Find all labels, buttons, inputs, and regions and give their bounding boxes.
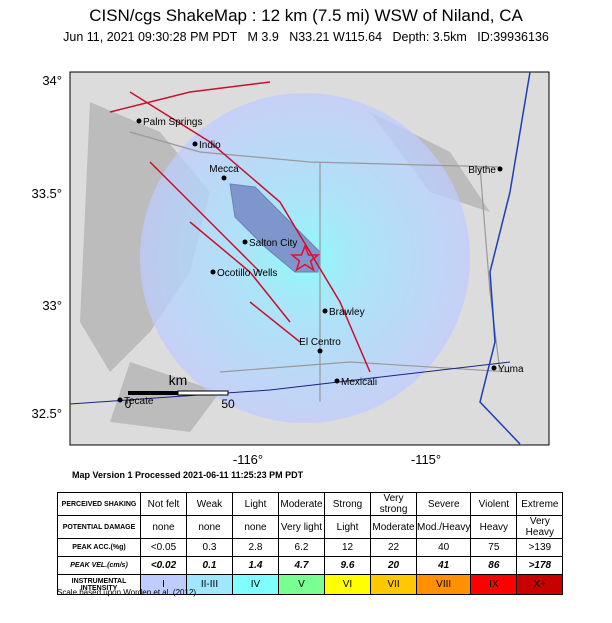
row-header: PERCEIVED SHAKING [57,492,141,516]
cell: 0.3 [186,538,233,557]
cell: none [232,515,279,539]
scale-tick: 0 [125,397,132,411]
city-dot [242,239,248,245]
cell: 9.6 [324,556,371,575]
cell: 86 [470,556,518,575]
intensity-table: PERCEIVED SHAKING Not felt Weak Light Modera… [57,492,564,595]
cell: IX [470,574,518,595]
city-label: Salton City [249,238,297,249]
cell: 12 [324,538,371,557]
cell: 20 [370,556,417,575]
city-label: Brawley [329,307,365,318]
cell: Moderate [370,515,417,539]
cell: 40 [415,538,472,557]
cell: Severe [415,492,472,516]
cell: none [186,515,233,539]
scale-tick: 50 [221,397,235,411]
cell: Light [324,515,371,539]
map: Palm Springs Indio Mecca Blythe Salton City O… [31,71,550,467]
cell: 41 [415,556,472,575]
city-label: Yuma [498,364,524,375]
cell: VII [370,574,417,595]
faults [109,81,371,373]
table-row: PEAK VEL.(cm/s) <0.02 0.1 1.4 4.7 9.6 20 41 86 >1… [57,556,564,575]
table-row: PERCEIVED SHAKING Not felt Weak Light Modera… [57,492,564,516]
scale-bar: km 0 50 [125,372,235,411]
cell: 75 [470,538,518,557]
city-label: Ocotillo Wells [217,268,277,279]
city-label: Tecate [124,396,154,407]
cell: Extreme [516,492,564,516]
cell: Heavy [470,515,518,539]
cell: Weak [186,492,233,516]
city-dot [117,397,123,403]
cell: VIII [415,574,472,595]
table-row: POTENTIAL DAMAGE none none none Very light Li… [57,515,564,539]
city-dot [136,118,142,124]
city-dot [497,166,503,172]
cell: 2.8 [232,538,279,557]
row-header: INSTRUMENTAL INTENSITY [57,574,141,595]
subtitle: Jun 11, 2021 09:30:28 PM PDT M 3.9 N33.2… [63,30,549,44]
cell: Very Heavy [516,515,564,539]
table-row: PEAK ACC.(%g) <0.05 0.3 2.8 6.2 12 22 40 75 >139 [57,538,564,557]
cell: 6.2 [278,538,325,557]
lon-label: -116° [233,452,263,467]
cell: Light [232,492,279,516]
river [479,71,531,445]
cell: Very light [278,515,325,539]
city-dot [491,365,497,371]
version: Map Version 1 Processed 2021-06-11 11:25… [72,470,304,480]
cell: IV [232,574,279,595]
lat-label: 32.5° [31,406,62,421]
lon-label: -115° [411,452,441,467]
cell: 4.7 [278,556,325,575]
cell: 22 [370,538,417,557]
lat-label: 33.5° [31,186,62,201]
cell: Very strong [370,492,417,516]
city-label: Blythe [468,165,496,176]
cell: >178 [516,556,564,575]
city-label: Mecca [209,164,239,175]
salton-sea [229,183,321,273]
cell: Mod./Heavy [415,515,472,539]
cell: 1.4 [232,556,279,575]
cell: none [140,515,187,539]
cell: I [140,574,187,595]
cell: VI [324,574,371,595]
cell: V [278,574,325,595]
city-label: Palm Springs [143,117,202,128]
lat-label: 34° [42,73,62,88]
cell: Strong [324,492,371,516]
cell: >139 [516,538,564,557]
city-dot [221,175,227,181]
city-dot [317,348,323,354]
row-header: PEAK VEL.(cm/s) [57,556,141,575]
city-dot [334,378,340,384]
epicenter [289,243,321,272]
table-row: INSTRUMENTAL INTENSITY I II-III IV V VI VII VII… [57,574,564,595]
cell: <0.02 [140,556,187,575]
border [69,361,511,405]
city-dot [322,308,328,314]
cell: Not felt [140,492,187,516]
city-dot [192,141,198,147]
cell: 0.1 [186,556,233,575]
city-label: El Centro [299,337,341,348]
city-label: Mexicali [341,377,377,388]
cell: Moderate [278,492,325,516]
scale-unit: km [169,372,188,388]
row-header: PEAK ACC.(%g) [57,538,141,557]
cell: <0.05 [140,538,187,557]
city-label: Indio [199,140,221,151]
footnote: Scale based upon Worden et al. (2012) [57,588,197,597]
cell: II-III [186,574,233,595]
row-header: POTENTIAL DAMAGE [57,515,141,539]
title: CISN/cgs ShakeMap : 12 km (7.5 mi) WSW o… [89,6,523,25]
city-dot [210,269,216,275]
cell: Violent [470,492,518,516]
lat-label: 33° [42,298,62,313]
cell: X+ [516,574,564,595]
